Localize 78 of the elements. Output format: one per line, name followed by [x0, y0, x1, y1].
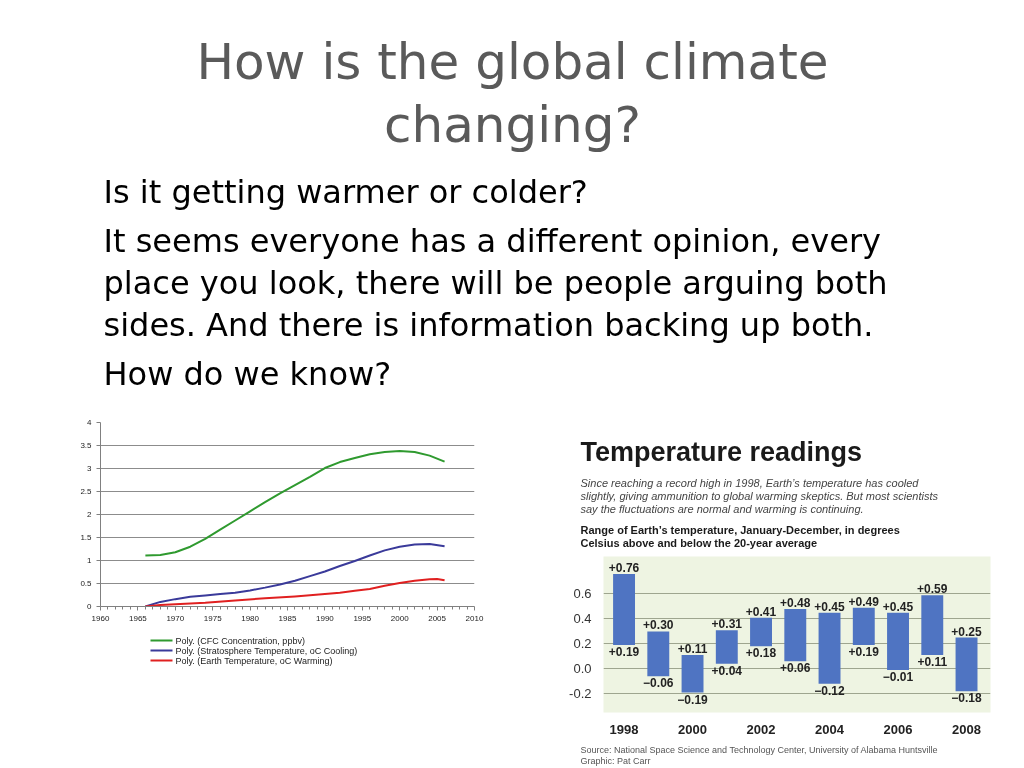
annotation: +0.76 — [608, 560, 640, 575]
x-tick-label: 2008 — [952, 721, 981, 737]
y-tick-label: 4 — [87, 418, 93, 427]
y-tick-label: 1 — [87, 556, 93, 565]
legend-label: Poly. (CFC Concentration, ppbv) — [175, 635, 305, 646]
y-tick-label: 1.5 — [80, 533, 93, 542]
y-tick-label: 0.4 — [573, 611, 592, 627]
annotation: +0.30 — [643, 618, 674, 633]
annotation: +0.41 — [745, 604, 777, 619]
x-tick-label: 2006 — [883, 721, 913, 737]
source-note: Source: National Space Science and Technology Center, University of Alabama Huntsville — [580, 744, 938, 755]
annotation: −0.01 — [882, 670, 914, 685]
annotation: −0.06 — [643, 676, 674, 691]
text: How is the global climate changing? — [196, 32, 829, 154]
bar — [647, 631, 670, 677]
annotation: +0.11 — [677, 642, 708, 657]
bar — [955, 637, 978, 692]
bar — [818, 612, 841, 684]
annotation: +0.59 — [917, 582, 948, 597]
x-tick-label: 2002 — [746, 721, 776, 737]
y-axis-title: Range of Earth’s temperature, January-December, in degrees Celsius above and below the 20-year average — [580, 523, 900, 549]
annotation: +0.18 — [745, 646, 777, 661]
legend-label: Poly. (Stratosphere Temperature, oC Cooling) — [175, 645, 358, 656]
x-tick-label: 2004 — [815, 721, 845, 737]
y-tick-label: 0.0 — [573, 661, 592, 677]
y-tick-label: 3 — [87, 464, 93, 473]
y-tick-label: 2.5 — [80, 487, 93, 496]
text: How do we know? — [103, 354, 392, 393]
bar — [784, 608, 807, 662]
annotation: −0.19 — [677, 692, 709, 707]
x-tick-label: 2000 — [678, 721, 708, 737]
y-tick-label: -0.2 — [569, 686, 592, 702]
text: Graphic: Pat Carr — [580, 755, 651, 766]
y-tick-label: 0.5 — [80, 579, 93, 588]
x-tick-label: 2005 — [428, 613, 447, 623]
x-tick-label: 1980 — [241, 613, 260, 623]
y-tick-label: 3.5 — [80, 441, 93, 450]
y-tick-label: 0 — [87, 602, 93, 611]
bar — [852, 607, 875, 646]
annotation: +0.25 — [951, 624, 983, 639]
x-tick-label: 1965 — [129, 613, 148, 623]
x-tick-label: 1995 — [353, 613, 372, 623]
x-tick-label: 1998 — [609, 721, 639, 737]
bar — [750, 617, 772, 647]
annotation: +0.49 — [848, 594, 880, 609]
y-tick-label: 0.6 — [573, 586, 592, 602]
annotation: +0.45 — [882, 599, 914, 614]
legend-label: Poly. (Earth Temperature, oC Warming) — [175, 655, 333, 666]
text: It seems everyone has a different opinion, every place you look, there will be people arguing both sides. And there is information backing up both. — [103, 221, 888, 344]
annotation: −0.12 — [814, 683, 846, 698]
y-tick-label: 0.2 — [573, 636, 592, 652]
bar — [921, 595, 944, 656]
annotation: +0.19 — [848, 645, 880, 660]
x-tick-label: 2010 — [465, 613, 484, 623]
annotation: +0.48 — [780, 595, 811, 610]
text: Is it getting warmer or colder? — [103, 172, 588, 211]
line-series — [144, 450, 446, 557]
x-tick-label: 1960 — [91, 613, 110, 623]
bar — [613, 573, 636, 646]
annotation: +0.11 — [917, 655, 948, 670]
x-tick-label: 1985 — [278, 613, 297, 623]
x-tick-label: 2000 — [390, 613, 410, 623]
y-tick-label: 2 — [87, 510, 93, 519]
bar — [715, 630, 738, 664]
annotation: −0.18 — [951, 691, 983, 706]
annotation: +0.45 — [814, 599, 846, 614]
x-tick-label: 1975 — [203, 613, 223, 623]
x-tick-label: 1990 — [316, 613, 335, 623]
annotation: +0.31 — [711, 617, 743, 632]
x-tick-label: 1970 — [166, 613, 185, 623]
annotation: +0.06 — [780, 661, 811, 676]
chart-subtitle: Since reaching a record high in 1998, Earth’s temperature has cooled slightly, giving ammunition to global warming skeptics. But most scientists say the fluctuations are normal and warming is continuing. — [580, 476, 939, 515]
bar — [887, 612, 909, 671]
chart-title: Temperature readings — [580, 436, 863, 467]
annotation: +0.19 — [608, 645, 640, 660]
line-series — [144, 577, 446, 607]
annotation: +0.04 — [711, 663, 743, 678]
bar — [681, 655, 704, 693]
